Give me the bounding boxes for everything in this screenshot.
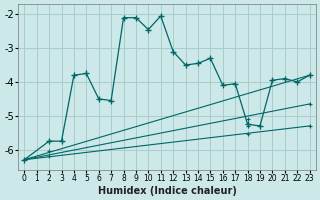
X-axis label: Humidex (Indice chaleur): Humidex (Indice chaleur) [98, 186, 236, 196]
